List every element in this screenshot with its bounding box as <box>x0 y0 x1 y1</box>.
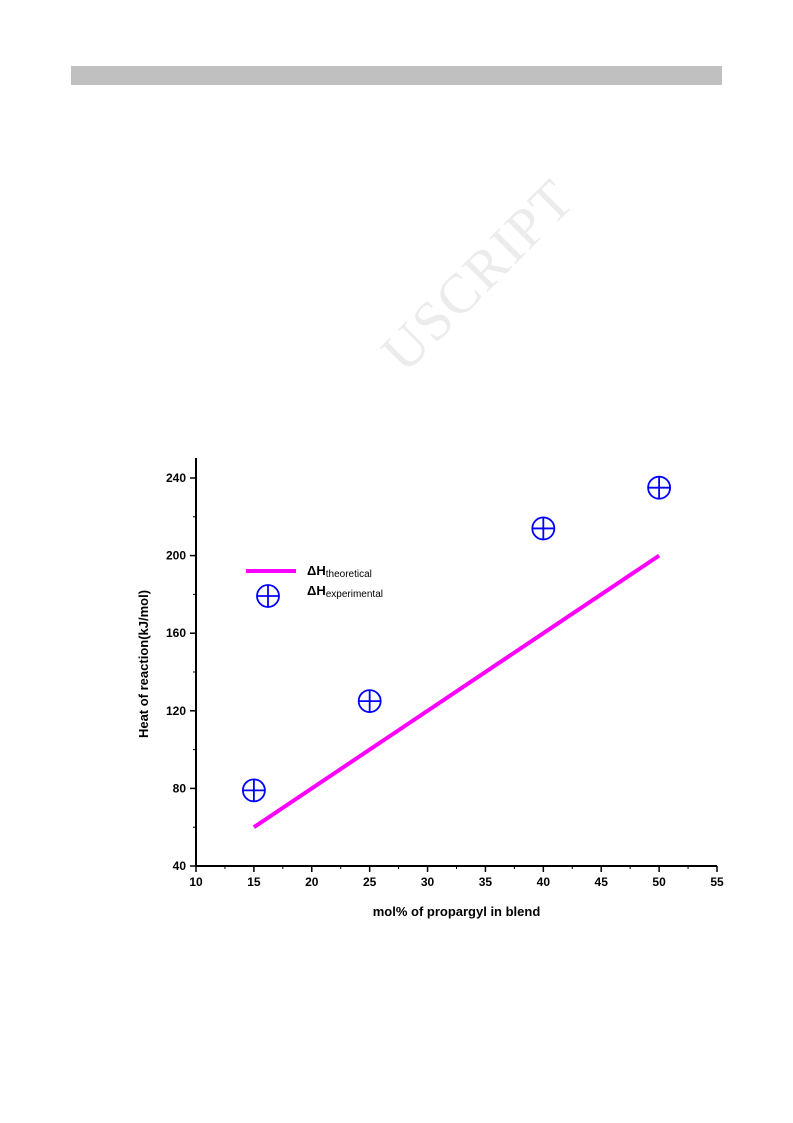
experimental-point <box>531 516 556 541</box>
y-tick-label: 200 <box>166 549 186 563</box>
x-tick-label: 50 <box>652 875 666 889</box>
chart-series <box>241 475 672 829</box>
legend-marker-swatch <box>256 584 280 608</box>
x-tick-label: 35 <box>479 875 493 889</box>
y-tick-label: 160 <box>166 626 186 640</box>
x-tick-label: 25 <box>363 875 377 889</box>
x-tick-label: 55 <box>710 875 724 889</box>
x-tick-label: 45 <box>595 875 609 889</box>
theoretical-line <box>252 553 661 829</box>
y-tick-label: 80 <box>173 781 187 795</box>
y-tick-label: 40 <box>173 859 187 873</box>
x-tick-label: 15 <box>247 875 261 889</box>
x-tick-label: 40 <box>537 875 551 889</box>
chart-legend: ΔHtheoretical ΔHexperimental <box>246 563 383 608</box>
x-axis-title: mol% of propargyl in blend <box>373 904 541 919</box>
chart-axes: 10 15 20 25 30 35 40 45 50 55 40 80 120 160 200 240 <box>166 458 724 889</box>
legend-label-experimental: ΔHexperimental <box>307 583 383 600</box>
legend-label-theoretical: ΔHtheoretical <box>307 563 372 580</box>
x-tick-label: 10 <box>189 875 203 889</box>
y-tick-label: 240 <box>166 471 186 485</box>
x-tick-label: 30 <box>421 875 435 889</box>
experimental-point <box>241 778 266 803</box>
header-bar <box>71 66 722 85</box>
y-axis-title: Heat of reaction(kJ/mol) <box>136 590 151 738</box>
y-tick-label: 120 <box>166 704 186 718</box>
experimental-point <box>647 475 672 500</box>
x-tick-label: 20 <box>305 875 319 889</box>
experimental-point <box>357 689 382 713</box>
